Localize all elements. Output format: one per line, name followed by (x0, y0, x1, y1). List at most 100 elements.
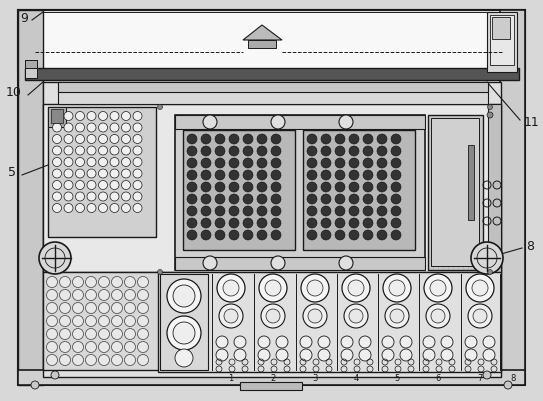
Text: 7: 7 (477, 374, 483, 383)
Bar (500, 10, 525, 385)
Bar (25, 60, 37, 68)
Circle shape (137, 277, 148, 288)
Circle shape (201, 218, 211, 228)
Circle shape (124, 277, 136, 288)
Circle shape (111, 316, 123, 326)
Circle shape (64, 146, 73, 155)
Circle shape (110, 192, 119, 201)
Circle shape (110, 180, 119, 190)
Circle shape (53, 146, 61, 155)
Bar (25, 60, 37, 78)
Circle shape (53, 169, 61, 178)
Circle shape (187, 194, 197, 204)
Circle shape (243, 206, 253, 216)
Bar (468, 145, 474, 220)
Circle shape (111, 277, 123, 288)
Circle shape (229, 230, 239, 240)
Circle shape (133, 203, 142, 213)
Circle shape (391, 182, 401, 192)
Circle shape (349, 170, 359, 180)
Text: 2: 2 (270, 374, 276, 383)
Circle shape (243, 158, 253, 168)
Circle shape (300, 349, 312, 361)
Circle shape (321, 194, 331, 204)
Circle shape (133, 123, 142, 132)
Circle shape (308, 309, 322, 323)
Circle shape (133, 192, 142, 201)
Circle shape (137, 290, 148, 300)
Circle shape (201, 158, 211, 168)
Circle shape (382, 349, 394, 361)
Bar (431, 118, 479, 266)
Circle shape (229, 134, 239, 144)
Circle shape (98, 169, 108, 178)
Bar (43, 272, 161, 370)
Circle shape (201, 146, 211, 156)
Circle shape (318, 349, 330, 361)
Circle shape (359, 336, 371, 348)
Circle shape (73, 277, 84, 288)
Circle shape (426, 304, 450, 328)
Circle shape (321, 182, 331, 192)
Circle shape (243, 146, 253, 156)
Circle shape (60, 277, 71, 288)
Bar (18, 10, 43, 385)
Circle shape (98, 302, 110, 314)
Circle shape (217, 274, 245, 302)
Bar (492, 17, 510, 39)
Bar (175, 115, 425, 270)
Circle shape (73, 316, 84, 326)
Circle shape (382, 336, 394, 348)
Circle shape (300, 336, 312, 348)
Circle shape (85, 342, 97, 352)
Circle shape (51, 371, 59, 379)
Circle shape (307, 230, 317, 240)
Bar (158, 272, 501, 372)
Circle shape (215, 230, 225, 240)
Circle shape (219, 304, 243, 328)
Circle shape (187, 206, 197, 216)
Circle shape (111, 328, 123, 340)
Circle shape (85, 302, 97, 314)
Bar (490, 15, 514, 65)
Circle shape (363, 134, 373, 144)
Circle shape (271, 194, 281, 204)
Circle shape (339, 256, 353, 270)
Bar (48, 107, 156, 237)
Circle shape (64, 158, 73, 166)
Circle shape (261, 304, 285, 328)
Circle shape (137, 302, 148, 314)
Circle shape (424, 274, 452, 302)
Bar (43, 82, 501, 377)
Circle shape (335, 134, 345, 144)
Circle shape (483, 371, 491, 379)
Circle shape (64, 180, 73, 190)
Circle shape (339, 115, 353, 129)
Circle shape (47, 316, 58, 326)
Circle shape (271, 218, 281, 228)
Circle shape (271, 170, 281, 180)
Circle shape (377, 230, 387, 240)
Circle shape (321, 158, 331, 168)
Circle shape (488, 269, 493, 275)
Circle shape (321, 230, 331, 240)
Circle shape (75, 134, 85, 144)
Circle shape (321, 170, 331, 180)
Circle shape (229, 182, 239, 192)
Circle shape (257, 134, 267, 144)
Bar (240, 382, 302, 390)
Circle shape (391, 218, 401, 228)
Circle shape (423, 336, 435, 348)
Bar (25, 12, 518, 68)
Circle shape (47, 277, 58, 288)
Circle shape (85, 290, 97, 300)
Circle shape (73, 302, 84, 314)
Bar (51, 109, 63, 123)
Bar (18, 370, 525, 385)
Circle shape (243, 170, 253, 180)
Circle shape (187, 134, 197, 144)
Circle shape (122, 134, 130, 144)
Circle shape (133, 134, 142, 144)
Circle shape (98, 316, 110, 326)
Circle shape (216, 349, 228, 361)
